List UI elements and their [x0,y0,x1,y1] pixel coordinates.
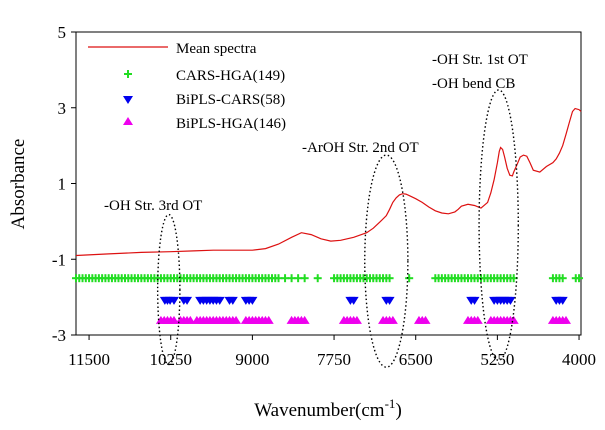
x-tick-label: 4000 [562,350,596,369]
marker-bipls-hga [420,315,431,324]
legend-swatch-bipls-hga [123,117,133,125]
marker-bipls-cars [384,296,395,305]
annotation-oh-str-1st-ot: -OH Str. 1st OT [432,52,528,68]
marker-bipls-cars [505,296,516,305]
x-axis-label-main: Wavenumber(cm [254,400,385,421]
x-tick-label: 5250 [480,350,514,369]
marker-cars-hga [575,274,584,283]
series-line-mean-spectra [75,107,582,257]
marker-bipls-hga [299,315,310,324]
marker-bipls-cars [469,296,480,305]
marker-cars-hga [300,274,309,283]
legend: Mean spectra CARS-HGA(149) BiPLS-CARS(58… [88,41,286,132]
marker-bipls-cars [168,296,179,305]
annotation-oh-bend-cb: -OH bend CB [432,76,515,92]
legend-label-mean-spectra: Mean spectra [176,41,257,57]
marker-cars-hga [405,274,414,283]
y-tick-label: 5 [58,23,67,42]
x-axis-label-close: ) [395,400,401,421]
annotation-layer [156,89,519,368]
marker-cars-hga [385,274,394,283]
annotation-aroh-str-2nd-ot: -ArOH Str. 2nd OT [302,140,419,156]
marker-bipls-cars [247,296,258,305]
legend-label-bipls-hga: BiPLS-HGA(146) [176,116,286,132]
marker-bipls-cars [227,296,238,305]
x-tick-label: 9000 [235,350,269,369]
marker-layer [72,274,584,324]
marker-bipls-hga [560,315,571,324]
y-tick-label: 1 [58,175,67,194]
marker-bipls-hga [168,315,179,324]
marker-bipls-cars [182,296,193,305]
marker-cars-hga [313,274,322,283]
marker-bipls-hga [508,315,519,324]
y-tick-label: -3 [52,326,66,345]
y-tick-label: -1 [52,250,66,269]
marker-bipls-hga [185,315,196,324]
marker-bipls-hga [351,315,362,324]
marker-bipls-hga [387,315,398,324]
axis-layer: 11500 10250 9000 7750 6500 5250 4000 -3 -1 1 3 5 [52,23,596,369]
legend-swatch-bipls-cars [123,96,133,104]
marker-bipls-cars [348,296,359,305]
y-tick-label: 3 [58,99,67,118]
x-tick-label: 11500 [68,350,110,369]
x-axis-label: Wavenumber(cm-1) [254,396,402,421]
x-tick-label: 7750 [317,350,351,369]
marker-cars-hga [558,274,567,283]
marker-bipls-cars [557,296,568,305]
legend-label-cars-hga: CARS-HGA(149) [176,68,285,84]
marker-bipls-hga [231,315,242,324]
annotation-ellipse [478,89,519,362]
y-axis-label: Absorbance [8,139,29,230]
curve-layer [75,107,582,257]
marker-bipls-cars [214,296,225,305]
annotation-oh-str-3rd-ot: -OH Str. 3rd OT [104,198,202,214]
annotation-ellipse [364,154,409,368]
x-axis-label-sup: -1 [385,396,396,411]
x-tick-label: 10250 [149,350,192,369]
marker-bipls-hga [472,315,483,324]
marker-bipls-hga [263,315,274,324]
annotation-ellipse [156,213,181,366]
legend-label-bipls-cars: BiPLS-CARS(58) [176,92,285,108]
legend-swatch-cars-hga [124,70,132,78]
x-tick-label: 6500 [399,350,433,369]
